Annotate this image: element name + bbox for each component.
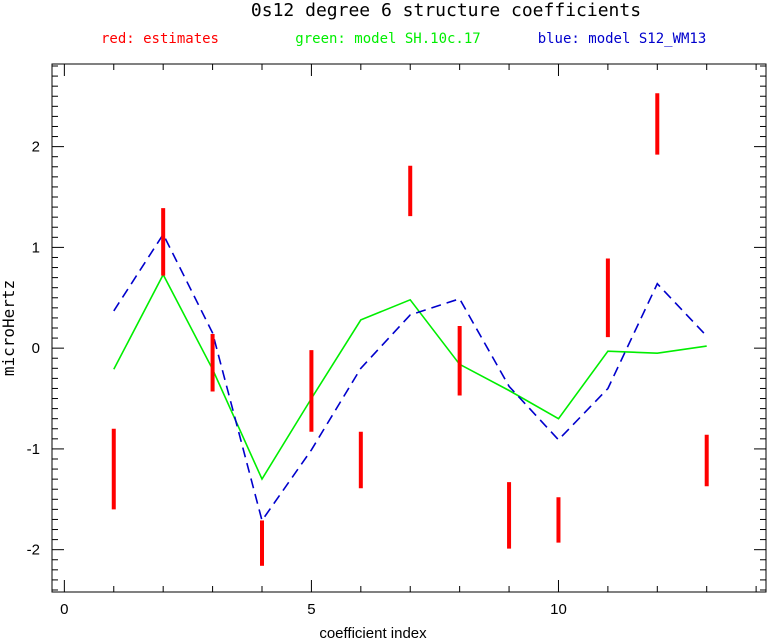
x-tick-label: 5 — [307, 601, 315, 618]
data-layer — [111, 93, 709, 566]
x-tick-label: 10 — [550, 601, 567, 618]
x-axis-label: coefficient index — [319, 625, 427, 641]
y-tick-label: -1 — [27, 441, 40, 458]
series-line-model-sh — [113, 272, 707, 481]
legend-model-sh: green: model SH.10c.17 — [295, 31, 480, 47]
ticks-layer: 0 5 10 -2 -1 0 1 2 — [27, 64, 766, 618]
y-tick-label: 2 — [32, 139, 40, 156]
legend-estimates: red: estimates — [101, 31, 219, 47]
legend-model-s12: blue: model S12_WM13 — [538, 31, 707, 47]
y-tick-label: -2 — [27, 542, 40, 559]
y-tick-label: 1 — [32, 239, 40, 256]
x-tick-label: 0 — [60, 601, 68, 618]
series-line-model-s12 — [113, 232, 708, 523]
chart-title: 0s12 degree 6 structure coefficients — [251, 0, 641, 21]
y-tick-label: 0 — [32, 340, 40, 357]
y-axis-label: microHertz — [0, 280, 18, 376]
